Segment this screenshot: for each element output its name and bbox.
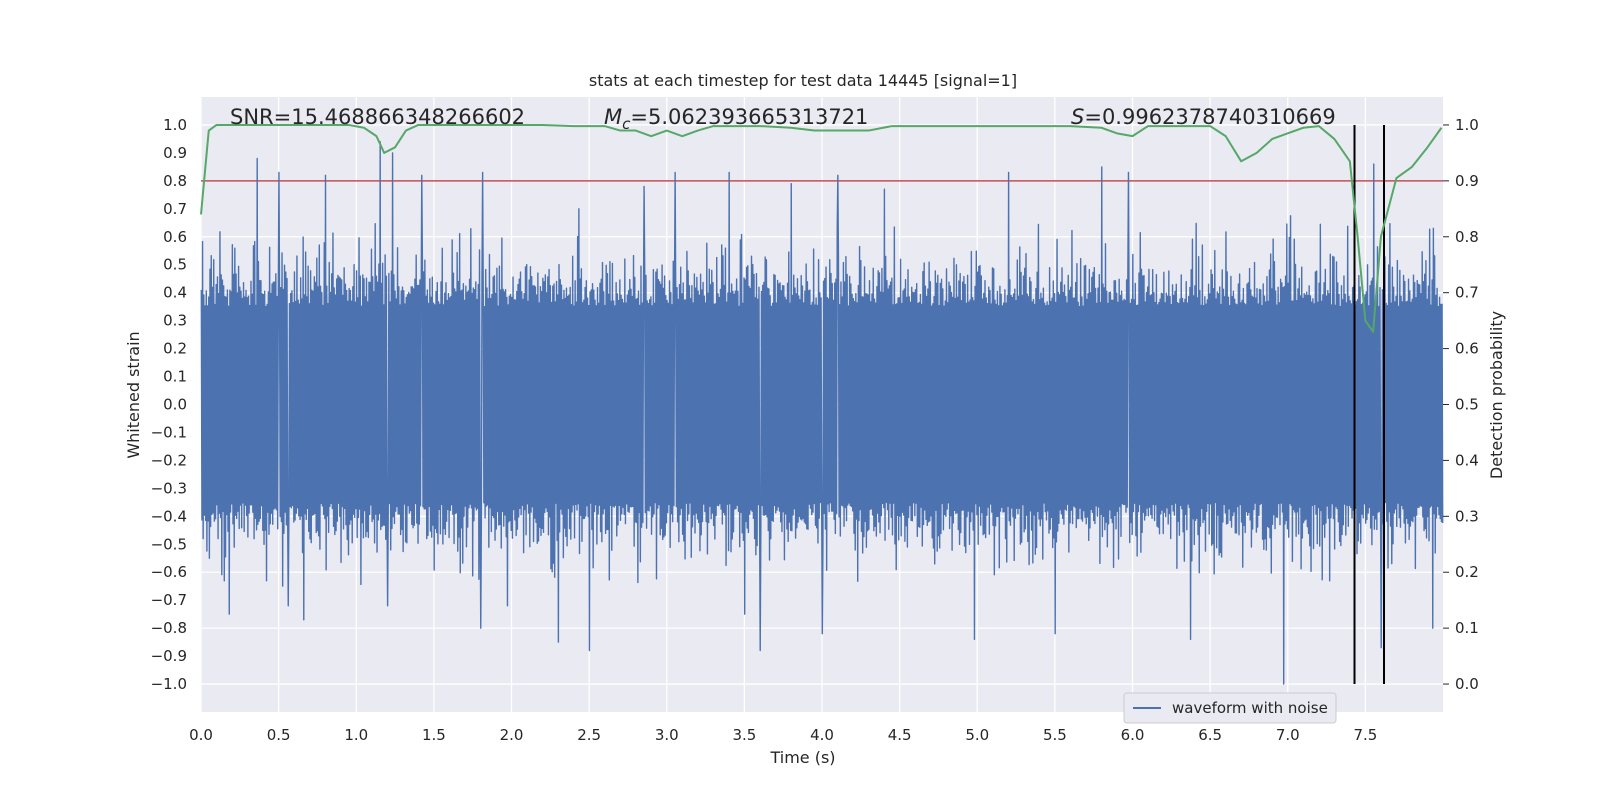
y-right-tick-label: 0.2 (1455, 563, 1479, 581)
y-right-tick-label: 0.8 (1455, 228, 1479, 246)
y-right-tick-label: 1.0 (1455, 116, 1479, 134)
x-tick-label: 5.5 (1043, 726, 1067, 744)
y-right-axis-label: Detection probability (1487, 311, 1506, 479)
x-tick-label: 3.0 (655, 726, 679, 744)
x-tick-label: 0.5 (267, 726, 291, 744)
legend-entry-waveform: waveform with noise (1172, 699, 1328, 717)
y-left-tick-label: 0.0 (163, 396, 187, 414)
x-tick-label: 4.0 (810, 726, 834, 744)
y-right-tick-label: 0.9 (1455, 172, 1479, 190)
x-tick-label: 2.0 (500, 726, 524, 744)
x-tick-label: 5.0 (965, 726, 989, 744)
x-tick-label: 7.0 (1276, 726, 1300, 744)
y-left-tick-label: −0.8 (151, 619, 187, 637)
chirp-mass-value: =5.062393665313721 (630, 105, 868, 129)
y-left-tick-label: −0.7 (151, 591, 187, 609)
y-left-axis-label: Whitened strain (124, 331, 143, 458)
x-tick-label: 1.5 (422, 726, 446, 744)
chirp-mass-annotation: Mc=5.062393665313721 (604, 105, 868, 133)
y-right-tick-label: 0.4 (1455, 451, 1479, 469)
x-tick-label: 6.5 (1198, 726, 1222, 744)
probability-series (200, 123, 1443, 333)
y-left-tick-label: −0.4 (151, 507, 187, 525)
x-tick-label: 0.0 (189, 726, 213, 744)
y-left-tick-label: −0.3 (151, 479, 187, 497)
s-value: =0.9962378740310669 (1084, 105, 1335, 129)
y-left-tick-label: 0.2 (163, 340, 187, 358)
y-left-tick-label: 0.8 (163, 172, 187, 190)
x-tick-label: 3.5 (732, 726, 756, 744)
y-right-tick-label: 0.1 (1455, 619, 1479, 637)
s-symbol: S (1071, 105, 1084, 129)
y-left-tick-label: 1.0 (163, 116, 187, 134)
y-left-axis-ticks: −1.0 −0.9 −0.8 −0.7 −0.6 −0.5 −0.4 −0.3 −0.2 −0.1… (151, 116, 187, 693)
y-left-tick-label: 0.9 (163, 144, 187, 162)
y-left-tick-label: −0.5 (151, 535, 187, 553)
y-left-tick-label: −0.2 (151, 451, 187, 469)
y-left-tick-label: −0.1 (151, 423, 187, 441)
y-left-tick-label: 0.5 (163, 256, 187, 274)
y-right-tick-label: 0.7 (1455, 284, 1479, 302)
y-right-tick-label: 0.0 (1455, 675, 1479, 693)
waveform-line (200, 141, 1444, 685)
x-tick-label: 1.0 (344, 726, 368, 744)
snr-annotation: SNR=15.468866348266602 (230, 105, 525, 129)
chart-title: stats at each timestep for test data 144… (589, 71, 1017, 90)
y-right-tick-label: 0.3 (1455, 507, 1479, 525)
y-left-tick-label: 0.3 (163, 312, 187, 330)
legend-box (1123, 692, 1337, 724)
y-left-tick-label: −0.6 (151, 563, 187, 581)
waveform-series (200, 141, 1444, 685)
y-left-tick-label: 0.4 (163, 284, 187, 302)
y-left-tick-label: 0.1 (163, 368, 187, 386)
chirp-mass-symbol: M (604, 105, 622, 129)
probability-line (200, 123, 1443, 333)
y-left-tick-label: −0.9 (151, 647, 187, 665)
y-left-tick-label: 0.7 (163, 200, 187, 218)
x-tick-label: 4.5 (888, 726, 912, 744)
x-axis-label: Time (s) (769, 748, 835, 767)
y-left-tick-label: −1.0 (151, 675, 187, 693)
x-axis-ticks: 0.0 0.5 1.0 1.5 2.0 2.5 3.0 3.5 4.0 4.5 5.0 5.5 6.0 6… (189, 726, 1377, 744)
x-tick-label: 7.5 (1353, 726, 1377, 744)
s-annotation: S=0.9962378740310669 (1071, 105, 1336, 129)
y-right-tick-label: 0.5 (1455, 396, 1479, 414)
y-left-tick-label: 0.6 (163, 228, 187, 246)
x-tick-label: 2.5 (577, 726, 601, 744)
y-right-axis-ticks: 0.0 0.1 0.2 0.3 0.4 0.5 0.6 0.7 0.8 0.9 1.0 (1443, 116, 1479, 693)
event-lines (1353, 124, 1386, 685)
legend: waveform with noise (1123, 692, 1337, 724)
y-right-tick-label: 0.6 (1455, 340, 1479, 358)
chirp-mass-subscript: c (622, 115, 631, 133)
x-tick-label: 6.0 (1121, 726, 1145, 744)
